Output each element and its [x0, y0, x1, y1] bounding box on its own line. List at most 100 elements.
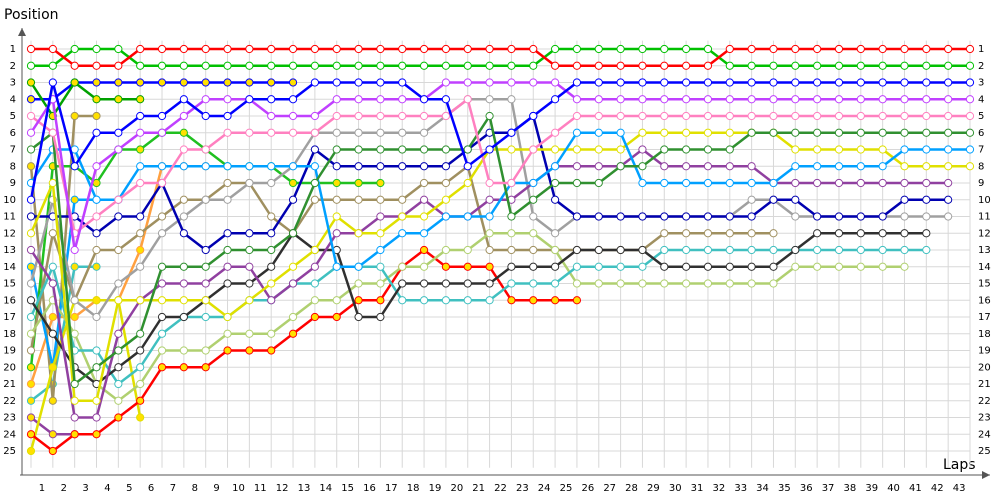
- lap-marker: [529, 78, 538, 87]
- lap-marker: [332, 296, 341, 305]
- lap-marker: [900, 212, 909, 221]
- y-axis-arrow: [18, 28, 26, 36]
- lap-marker: [529, 61, 538, 70]
- x-tick-label: 7: [170, 483, 176, 494]
- lap-marker: [616, 44, 625, 54]
- lap-marker: [223, 312, 232, 322]
- lap-marker: [594, 78, 603, 87]
- lap-marker: [900, 245, 909, 255]
- lap-marker: [747, 44, 756, 54]
- lap-marker: [310, 296, 319, 305]
- lap-marker: [332, 178, 341, 188]
- lap-marker: [267, 44, 276, 54]
- lap-marker: [26, 44, 36, 54]
- lap-marker: [26, 95, 36, 104]
- y-tick-label-right: 9: [978, 178, 984, 189]
- lap-marker: [245, 262, 254, 271]
- x-tick-label: 30: [669, 483, 682, 494]
- lap-marker: [157, 229, 167, 238]
- y-tick-label-right: 16: [978, 295, 991, 306]
- y-tick-label: 5: [10, 111, 16, 122]
- lap-marker: [922, 78, 931, 87]
- lap-marker: [638, 128, 647, 137]
- lap-marker: [922, 229, 931, 238]
- lap-marker: [441, 279, 451, 288]
- lap-marker: [179, 279, 188, 288]
- lap-marker: [288, 229, 298, 238]
- lap-marker: [179, 262, 188, 271]
- lap-marker: [245, 229, 254, 238]
- lap-marker: [682, 178, 691, 188]
- lap-marker: [834, 145, 844, 154]
- lap-marker: [26, 446, 36, 456]
- lap-marker: [179, 78, 188, 87]
- lap-marker: [398, 128, 407, 137]
- lap-marker: [245, 279, 254, 288]
- lap-marker: [900, 44, 909, 54]
- lap-marker: [48, 61, 57, 70]
- lap-marker: [92, 195, 101, 204]
- lap-marker: [136, 262, 145, 271]
- lap-marker: [682, 212, 691, 221]
- lap-marker: [310, 44, 319, 54]
- lap-marker: [922, 95, 931, 104]
- lap-marker: [201, 245, 210, 255]
- lap-marker: [26, 78, 36, 87]
- lap-marker: [878, 245, 887, 255]
- lap-marker: [616, 128, 625, 137]
- lap-marker: [70, 262, 79, 271]
- lap-marker: [638, 262, 647, 271]
- lap-marker: [26, 128, 36, 137]
- lap-marker: [441, 245, 451, 255]
- lap-marker: [725, 212, 734, 221]
- y-tick-label-right: 22: [978, 396, 991, 407]
- lap-marker: [157, 329, 167, 338]
- lap-marker: [572, 245, 582, 255]
- lap-marker: [288, 78, 298, 87]
- lap-marker: [136, 212, 145, 221]
- lap-marker: [660, 95, 669, 104]
- x-tick-label: 34: [756, 483, 769, 494]
- lap-marker: [878, 95, 887, 104]
- x-tick-label: 6: [148, 483, 154, 494]
- lap-marker: [136, 61, 145, 70]
- lap-marker: [572, 95, 582, 104]
- lap-marker: [288, 128, 298, 137]
- lap-marker: [136, 78, 145, 87]
- lap-marker: [594, 178, 603, 188]
- x-tick-label: 23: [516, 483, 529, 494]
- lap-marker: [660, 212, 669, 221]
- lap-marker: [245, 61, 254, 70]
- lap-marker: [572, 128, 582, 137]
- y-tick-label-right: 13: [978, 245, 991, 256]
- y-tick-label-right: 8: [978, 161, 984, 172]
- x-tick-label: 41: [909, 483, 922, 494]
- lap-marker: [616, 212, 625, 221]
- x-tick-label: 4: [104, 483, 110, 494]
- lap-marker: [703, 145, 713, 154]
- lap-marker: [26, 229, 36, 238]
- x-tick-label: 8: [192, 483, 198, 494]
- y-tick-label-right: 3: [978, 78, 984, 89]
- lap-marker: [288, 178, 298, 188]
- lap-marker: [332, 162, 341, 171]
- lap-marker: [703, 262, 713, 271]
- lap-marker: [747, 78, 756, 87]
- lap-marker: [354, 78, 363, 87]
- lap-marker: [725, 78, 734, 87]
- lap-marker: [26, 312, 36, 322]
- lap-marker: [834, 61, 844, 70]
- x-tick-label: 33: [734, 483, 747, 494]
- lap-marker: [398, 195, 407, 204]
- lap-marker: [813, 178, 822, 188]
- lap-marker: [223, 279, 232, 288]
- lap-marker: [572, 178, 582, 188]
- lap-marker: [529, 229, 538, 238]
- lap-marker: [114, 396, 123, 405]
- lap-marker: [878, 262, 887, 271]
- lap-marker: [332, 262, 341, 271]
- lap-marker: [157, 212, 167, 221]
- x-tick-label: 43: [953, 483, 966, 494]
- lap-marker: [638, 95, 647, 104]
- lap-marker: [747, 61, 756, 70]
